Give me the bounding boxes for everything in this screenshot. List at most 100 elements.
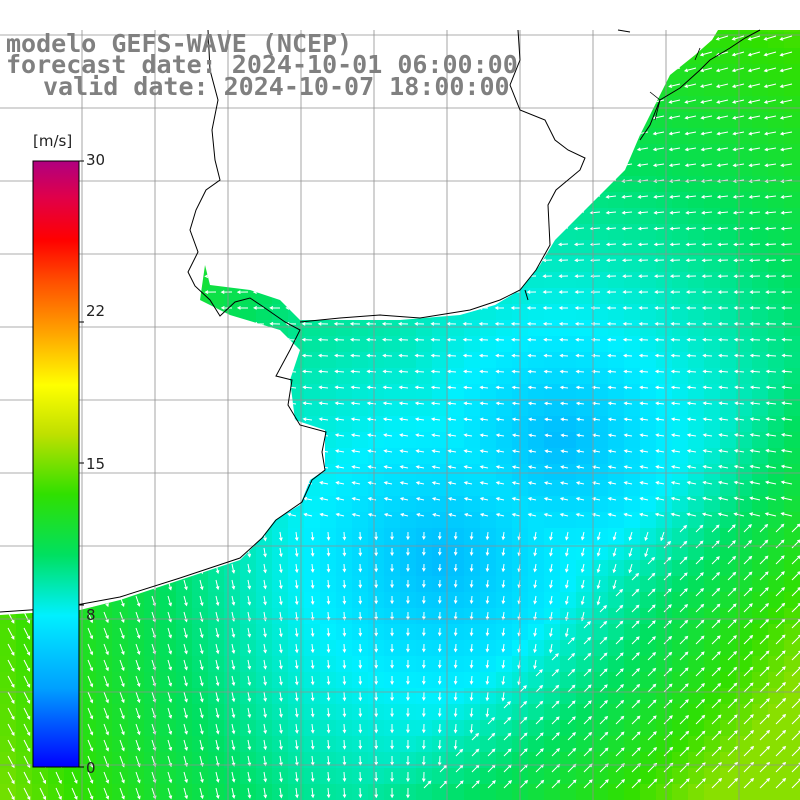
wind-arrow (599, 620, 608, 629)
wind-speed-cell (784, 736, 800, 752)
wind-speed-cell (336, 144, 352, 160)
wind-arrow (9, 242, 25, 247)
wind-speed-cell (352, 176, 368, 192)
wind-speed-cell (704, 688, 720, 704)
wind-speed-cell (672, 64, 688, 80)
wind-speed-cell (528, 512, 544, 528)
wind-speed-cell (528, 768, 544, 784)
wind-arrow (9, 131, 25, 136)
wind-speed-cell (288, 144, 304, 160)
wind-speed-cell (480, 464, 496, 480)
wind-arrow (732, 20, 744, 24)
wind-speed-cell (576, 672, 592, 688)
wind-arrow (623, 465, 633, 469)
wind-arrow (524, 99, 537, 104)
wind-arrow (172, 290, 185, 294)
wind-arrow (135, 595, 141, 607)
wind-speed-cell (144, 480, 160, 496)
wind-speed-cell (208, 368, 224, 384)
wind-speed-cell (544, 48, 560, 64)
wind-arrow (92, 448, 105, 453)
wind-arrow (332, 210, 345, 215)
wind-speed-cell (112, 192, 128, 208)
wind-speed-cell (592, 704, 608, 720)
wind-speed-cell (128, 144, 144, 160)
wind-arrow (358, 723, 363, 734)
wind-arrow (141, 512, 153, 517)
wind-arrow (748, 163, 761, 168)
wind-speed-cell (288, 432, 304, 448)
wind-speed-cell (192, 352, 208, 368)
wind-arrow (414, 337, 425, 342)
wind-arrow (167, 595, 172, 607)
wind-arrow (619, 35, 633, 41)
wind-arrow (390, 691, 394, 702)
wind-arrow (485, 659, 490, 669)
wind-arrow (398, 401, 409, 406)
wind-arrow (781, 337, 793, 342)
wind-arrow (527, 353, 537, 358)
wind-speed-cell (544, 544, 560, 560)
wind-speed-cell (304, 144, 320, 160)
wind-arrow (188, 337, 201, 342)
wind-arrow (10, 306, 25, 310)
wind-speed-cell (640, 624, 656, 640)
wind-speed-cell (784, 96, 800, 112)
wind-arrow (236, 274, 249, 279)
wind-arrow (478, 321, 489, 326)
wind-speed-cell (464, 464, 480, 480)
wind-speed-cell (640, 512, 656, 528)
wind-arrow (511, 433, 521, 438)
wind-speed-cell (320, 368, 336, 384)
wind-arrow (139, 211, 153, 215)
wind-speed-cell (224, 752, 240, 768)
wind-speed-cell (528, 224, 544, 240)
wind-arrow (437, 739, 442, 750)
wind-speed-cell (304, 256, 320, 272)
wind-speed-cell (720, 752, 736, 768)
wind-speed-cell (496, 560, 512, 576)
wind-arrow (23, 659, 31, 672)
wind-speed-cell (352, 416, 368, 432)
wind-speed-cell (272, 656, 288, 672)
wind-arrow (348, 147, 361, 152)
wind-arrow (221, 369, 233, 374)
wind-arrow (318, 401, 329, 406)
wind-arrow (236, 258, 249, 263)
wind-arrow (390, 643, 394, 653)
wind-speed-cell (608, 208, 624, 224)
wind-speed-cell (272, 304, 288, 320)
wind-speed-cell (720, 320, 736, 336)
wind-arrow (711, 619, 721, 629)
wind-speed-cell (496, 480, 512, 496)
wind-speed-cell (16, 96, 32, 112)
wind-arrow (446, 321, 457, 326)
wind-arrow (252, 20, 264, 24)
wind-arrow (453, 547, 458, 556)
wind-arrow (615, 604, 624, 613)
wind-arrow (655, 465, 665, 469)
wind-arrow (430, 321, 441, 326)
wind-arrow (460, 131, 473, 136)
wind-arrow (700, 163, 713, 168)
wind-arrow (247, 739, 252, 751)
wind-arrow (663, 588, 672, 597)
wind-speed-cell (400, 352, 416, 368)
wind-arrow (301, 337, 313, 342)
wind-speed-cell (576, 32, 592, 48)
wind-speed-cell (224, 304, 240, 320)
wind-arrow (655, 449, 665, 453)
wind-arrow (87, 707, 94, 720)
wind-speed-cell (144, 608, 160, 624)
wind-arrow (749, 448, 761, 453)
wind-arrow (437, 563, 442, 572)
wind-speed-cell (400, 496, 416, 512)
wind-speed-cell (240, 656, 256, 672)
wind-speed-cell (624, 432, 640, 448)
wind-arrow (421, 659, 426, 669)
wind-arrow (461, 210, 473, 215)
wind-speed-cell (768, 80, 784, 96)
wind-speed-cell (448, 512, 464, 528)
wind-arrow (92, 512, 105, 517)
wind-speed-cell (560, 30, 576, 32)
